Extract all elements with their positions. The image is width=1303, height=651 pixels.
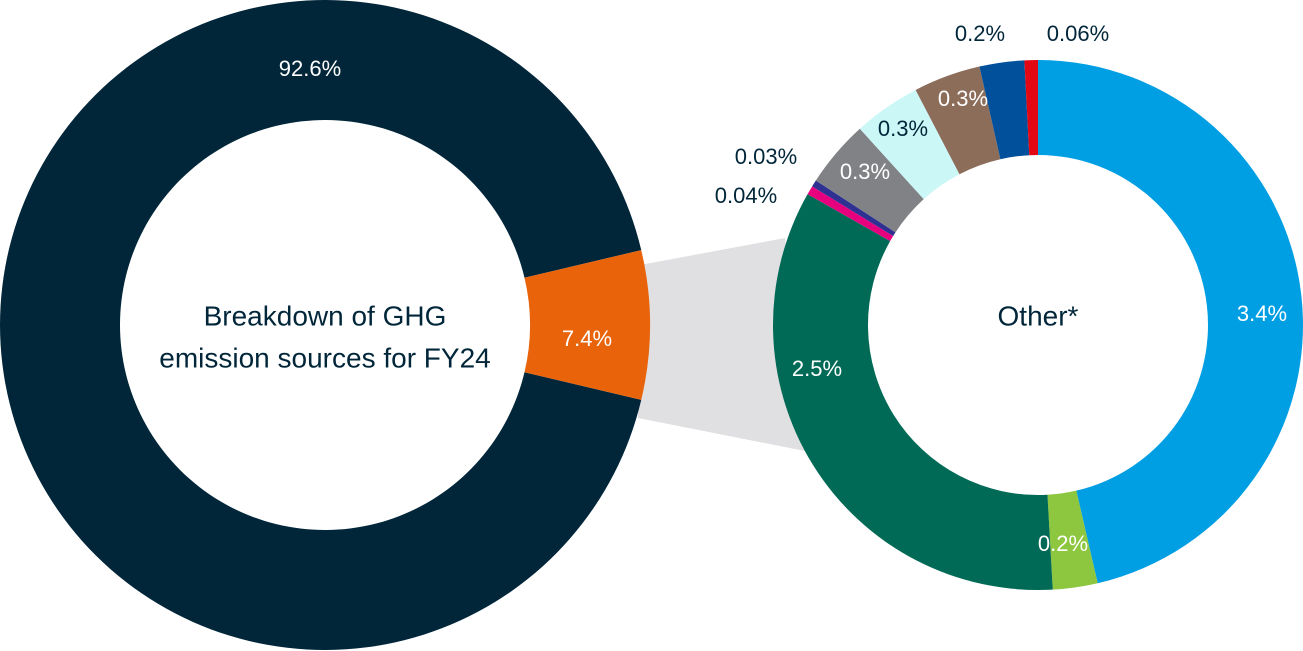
donut-segment <box>812 180 896 237</box>
value-label: 0.04% <box>715 183 777 208</box>
donut-segment <box>815 128 924 233</box>
value-label: 2.5% <box>792 356 842 381</box>
value-label: 7.4% <box>562 326 612 351</box>
donut-segment <box>1024 60 1038 156</box>
donut-segment <box>524 250 650 400</box>
center-label: Other* <box>998 300 1079 331</box>
value-label: 3.4% <box>1237 301 1287 326</box>
value-label: 0.06% <box>1047 21 1109 46</box>
donut-segment <box>859 89 960 200</box>
value-label: 92.6% <box>279 56 341 81</box>
donut-segment <box>915 66 1001 175</box>
donut-segment <box>1038 60 1303 584</box>
donut-segment <box>1047 490 1098 590</box>
value-label: 0.2% <box>955 21 1005 46</box>
donut-segment <box>807 186 894 242</box>
value-label: 0.3% <box>840 159 890 184</box>
value-label: 0.2% <box>1038 531 1088 556</box>
connector <box>638 238 810 452</box>
center-label: emission sources for FY24 <box>159 342 490 373</box>
center-label: Breakdown of GHG <box>204 300 447 331</box>
donut-segment <box>0 0 642 650</box>
value-label: 0.3% <box>938 86 988 111</box>
value-label: 0.3% <box>878 116 928 141</box>
donut-segment <box>979 60 1030 160</box>
donut-segment <box>773 194 1053 590</box>
value-label: 0.03% <box>735 144 797 169</box>
